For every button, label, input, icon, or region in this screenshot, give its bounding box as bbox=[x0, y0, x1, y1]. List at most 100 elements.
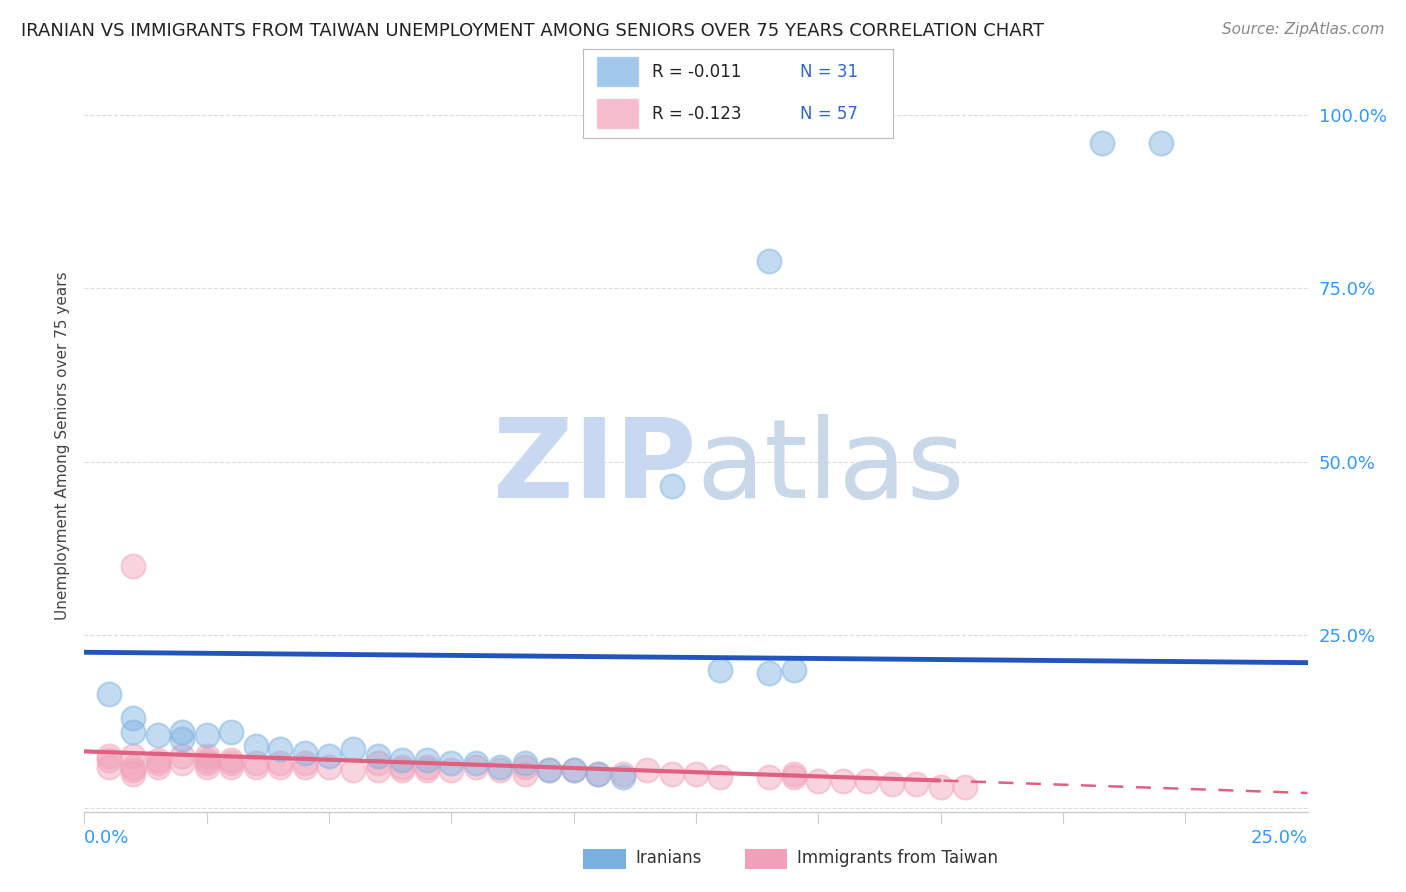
Point bbox=[172, 725, 194, 739]
Point bbox=[367, 749, 389, 764]
Text: N = 57: N = 57 bbox=[800, 104, 858, 123]
Point bbox=[612, 766, 634, 780]
Point bbox=[97, 759, 120, 773]
Point bbox=[807, 773, 830, 788]
Text: ZIP: ZIP bbox=[492, 415, 696, 522]
Point bbox=[856, 773, 879, 788]
Point bbox=[416, 763, 439, 777]
Point bbox=[440, 763, 463, 777]
Point bbox=[905, 777, 928, 791]
Bar bbox=[596, 56, 640, 87]
Text: 0.0%: 0.0% bbox=[84, 829, 129, 847]
Point bbox=[245, 756, 267, 771]
Point bbox=[758, 770, 780, 784]
Point bbox=[318, 749, 340, 764]
Point bbox=[513, 756, 536, 771]
Point bbox=[294, 759, 316, 773]
Point bbox=[636, 763, 658, 777]
Point bbox=[783, 766, 806, 780]
Point bbox=[783, 770, 806, 784]
Text: Source: ZipAtlas.com: Source: ZipAtlas.com bbox=[1222, 22, 1385, 37]
Point bbox=[219, 759, 242, 773]
Point bbox=[709, 663, 731, 677]
Point bbox=[612, 770, 634, 784]
Point bbox=[929, 780, 952, 795]
Text: atlas: atlas bbox=[696, 415, 965, 522]
Point bbox=[880, 777, 903, 791]
Point bbox=[269, 756, 291, 771]
Point bbox=[489, 759, 512, 773]
Point bbox=[146, 753, 169, 767]
Point bbox=[489, 763, 512, 777]
Point bbox=[562, 763, 585, 777]
Point bbox=[367, 756, 389, 771]
Point bbox=[122, 749, 145, 764]
Point bbox=[245, 759, 267, 773]
Point bbox=[122, 759, 145, 773]
Text: Iranians: Iranians bbox=[636, 849, 702, 867]
Y-axis label: Unemployment Among Seniors over 75 years: Unemployment Among Seniors over 75 years bbox=[55, 272, 70, 620]
Point bbox=[391, 763, 413, 777]
Point bbox=[538, 763, 561, 777]
Text: R = -0.123: R = -0.123 bbox=[651, 104, 741, 123]
Point bbox=[953, 780, 976, 795]
Point bbox=[685, 766, 707, 780]
Point bbox=[122, 766, 145, 780]
Text: 25.0%: 25.0% bbox=[1250, 829, 1308, 847]
Point bbox=[195, 753, 218, 767]
Point bbox=[464, 756, 486, 771]
Bar bbox=[596, 98, 640, 129]
Point bbox=[464, 759, 486, 773]
Point bbox=[219, 753, 242, 767]
Text: R = -0.011: R = -0.011 bbox=[651, 62, 741, 81]
Point bbox=[586, 766, 609, 780]
Point bbox=[709, 770, 731, 784]
Point bbox=[391, 753, 413, 767]
Point bbox=[661, 479, 683, 493]
Point bbox=[195, 729, 218, 743]
Point bbox=[440, 756, 463, 771]
Point bbox=[294, 746, 316, 760]
Point bbox=[195, 756, 218, 771]
Point bbox=[146, 759, 169, 773]
Point bbox=[758, 666, 780, 681]
Point bbox=[416, 753, 439, 767]
Point bbox=[367, 763, 389, 777]
Point bbox=[219, 725, 242, 739]
Point bbox=[586, 766, 609, 780]
Point bbox=[538, 763, 561, 777]
Point bbox=[122, 711, 145, 725]
Point bbox=[97, 687, 120, 701]
Point bbox=[122, 558, 145, 573]
Point bbox=[172, 756, 194, 771]
Point bbox=[172, 731, 194, 746]
Point bbox=[122, 763, 145, 777]
Point bbox=[513, 759, 536, 773]
Point bbox=[318, 759, 340, 773]
Point bbox=[172, 749, 194, 764]
Text: N = 31: N = 31 bbox=[800, 62, 858, 81]
Point bbox=[97, 753, 120, 767]
Point bbox=[245, 739, 267, 753]
Point bbox=[513, 766, 536, 780]
Point bbox=[342, 742, 364, 756]
Point bbox=[661, 766, 683, 780]
Point bbox=[195, 749, 218, 764]
Point bbox=[269, 742, 291, 756]
Point bbox=[758, 253, 780, 268]
Point bbox=[831, 773, 853, 788]
Point bbox=[391, 759, 413, 773]
Point bbox=[1091, 136, 1114, 150]
Text: IRANIAN VS IMMIGRANTS FROM TAIWAN UNEMPLOYMENT AMONG SENIORS OVER 75 YEARS CORRE: IRANIAN VS IMMIGRANTS FROM TAIWAN UNEMPL… bbox=[21, 22, 1045, 40]
Point bbox=[269, 759, 291, 773]
Point bbox=[783, 663, 806, 677]
Point bbox=[219, 756, 242, 771]
Point bbox=[146, 729, 169, 743]
Point bbox=[97, 749, 120, 764]
Point bbox=[294, 756, 316, 771]
Point bbox=[416, 759, 439, 773]
Point bbox=[562, 763, 585, 777]
Point bbox=[1150, 136, 1173, 150]
Point bbox=[342, 763, 364, 777]
Point bbox=[146, 756, 169, 771]
